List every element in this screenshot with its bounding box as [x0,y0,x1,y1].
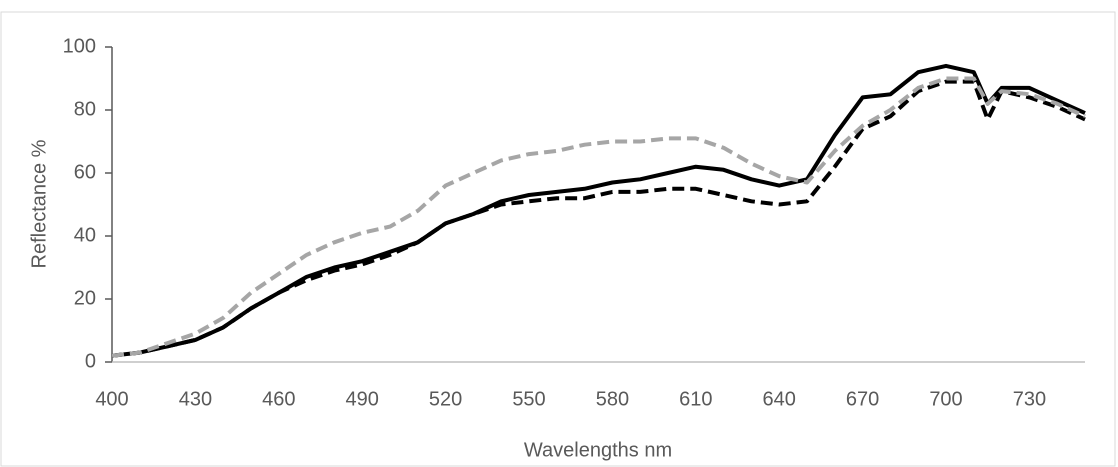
x-tick-label: 670 [846,388,879,410]
chart-frame [0,11,1116,467]
y-tick-label: 100 [63,35,96,57]
x-tick-label: 610 [679,388,712,410]
x-tick-label: 580 [596,388,629,410]
x-tick-label: 730 [1013,388,1046,410]
x-tick-label: 430 [179,388,212,410]
x-tick-label: 640 [763,388,796,410]
x-tick-label: 700 [929,388,962,410]
y-tick-label: 40 [74,224,96,246]
x-tick-label: 460 [262,388,295,410]
y-tick-label: 0 [85,350,96,372]
x-axis-label: Wavelengths nm [524,439,672,461]
x-tick-label: 550 [512,388,545,410]
series-line [111,79,1086,358]
x-tick-label: 490 [346,388,379,410]
x-tick-label: 520 [429,388,462,410]
x-tick-label: 400 [95,388,128,410]
y-tick-label: 20 [74,287,96,309]
y-axis-label: Reflectance % [28,139,50,268]
y-tick-label: 80 [74,98,96,120]
series-line [111,76,1086,358]
y-tick-label: 60 [74,161,96,183]
series-line [111,63,1086,358]
